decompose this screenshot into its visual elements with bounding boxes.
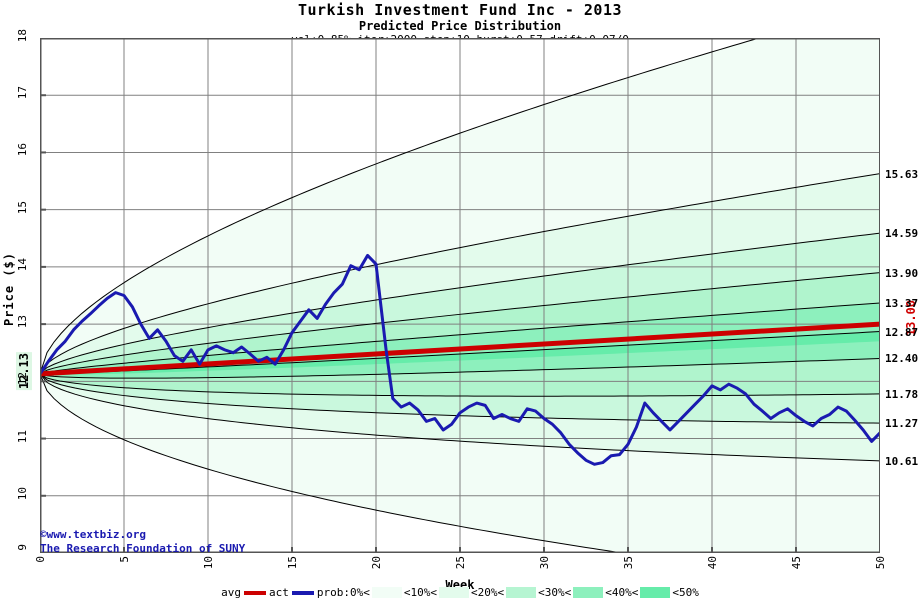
y-tick-16: 16 (16, 143, 29, 157)
y-tick-10: 10 (16, 486, 29, 501)
x-tick-15: 15 (286, 556, 299, 570)
x-tick-10: 10 (202, 556, 215, 570)
legend-act-swatch (291, 590, 314, 595)
y-tick-11: 11 (16, 429, 29, 443)
x-tick-40: 40 (706, 556, 719, 570)
legend-band-label-4: <50% (672, 586, 699, 599)
band-label-14-59: 14.59 (885, 227, 919, 241)
watermark-line-2: The Research Foundation of SUNY (40, 542, 246, 555)
legend-band-swatch-4 (640, 587, 671, 598)
y-tick-12: 12 (16, 372, 29, 386)
y-tick-17: 17 (16, 86, 29, 100)
chart-canvas (40, 38, 880, 553)
x-tick-35: 35 (622, 556, 635, 570)
legend-band-swatch-0 (371, 587, 402, 598)
chart-legend: avg act prob:0%< <10%< <20%< <30%< <40%< <50% (0, 586, 920, 599)
legend-band-label-0: <10%< (403, 586, 437, 599)
x-tick-0: 0 (34, 556, 47, 563)
legend-avg-label: avg (221, 586, 241, 599)
band-label-15-63: 15.63 (885, 167, 919, 181)
band-label-10-61: 10.61 (885, 454, 919, 468)
legend-prob-label: prob:0%< (316, 586, 370, 599)
band-label-12-87: 12.87 (885, 325, 919, 339)
x-tick-20: 20 (370, 556, 383, 570)
x-tick-50: 50 (874, 556, 887, 570)
x-tick-30: 30 (538, 556, 551, 570)
legend-band-swatch-2 (506, 587, 537, 598)
x-tick-25: 25 (454, 556, 467, 570)
watermark: ©www.textbiz.org The Research Foundation… (40, 528, 245, 556)
legend-avg-swatch (244, 590, 266, 595)
plot-area (40, 38, 880, 553)
chart-title: Turkish Investment Fund Inc - 2013 (297, 1, 623, 19)
legend-band-swatch-3 (573, 587, 604, 598)
y-tick-18: 18 (16, 29, 29, 43)
legend-band-label-1: <20%< (470, 586, 505, 599)
watermark-line-1: ©www.textbiz.org (40, 528, 146, 541)
legend-band-swatch-1 (438, 587, 469, 598)
y-tick-9: 9 (16, 544, 29, 551)
y-tick-14: 14 (16, 257, 29, 272)
x-tick-45: 45 (790, 556, 803, 570)
x-tick-5: 5 (118, 556, 131, 563)
legend-act-label: act (269, 586, 289, 599)
y-axis-title: Price ($) (2, 252, 16, 327)
legend-band-label-2: <30%< (538, 586, 572, 599)
band-label-13-90: 13.90 (885, 266, 919, 280)
band-label-11-27: 11.27 (885, 417, 919, 431)
band-label-13-37: 13.37 (885, 296, 919, 310)
band-label-11-78: 11.78 (885, 387, 919, 401)
band-label-12-40: 12.40 (885, 352, 919, 366)
y-tick-15: 15 (16, 200, 29, 214)
chart-subtitle: Predicted Price Distribution (358, 19, 562, 33)
legend-band-label-3: <40%< (605, 586, 639, 599)
y-tick-13: 13 (16, 315, 29, 329)
